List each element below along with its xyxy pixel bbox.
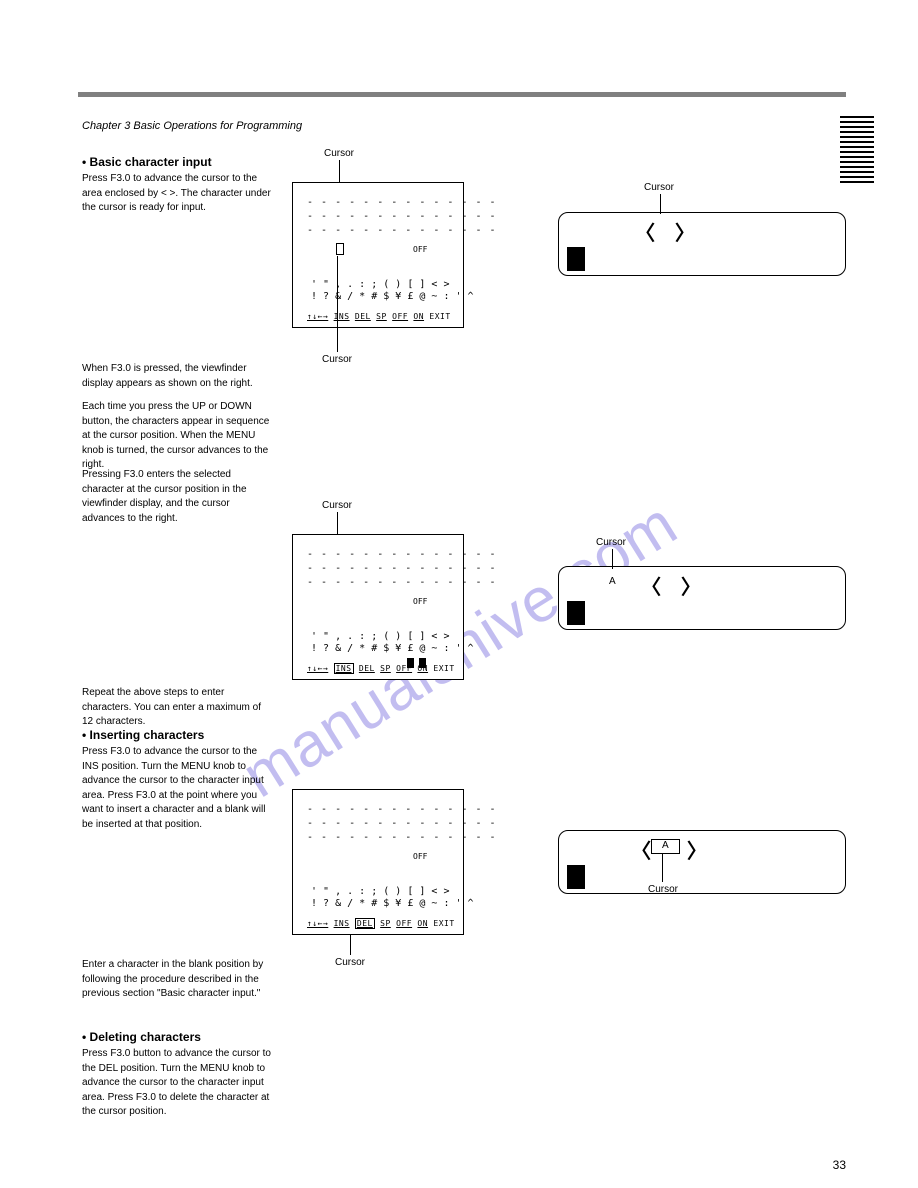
bracket-left: 〈 <box>635 217 655 246</box>
screen-deleting: - - - - - - - - - - - - - - - - - - - - … <box>292 789 464 935</box>
callout-cursor-top: Cursor <box>324 148 354 159</box>
body-basic-2: When F3.0 is pressed, the viewfinder dis… <box>82 362 272 391</box>
vf-block <box>567 865 585 889</box>
chapter-title: Chapter 3 Basic Operations for Programmi… <box>82 120 302 132</box>
leader-line <box>339 160 340 182</box>
heading-basic-input: • Basic character input <box>82 155 212 169</box>
body-basic-3: Each time you press the UP or DOWN butto… <box>82 400 272 473</box>
callout-cursor: Cursor <box>335 957 365 968</box>
cursor-solid <box>419 658 426 668</box>
leader-line <box>612 549 613 569</box>
callout-cursor-bot: Cursor <box>322 354 352 365</box>
dash-row: - - - - - - - - - - - - - - <box>307 804 497 815</box>
symbol-row: ! ? & / * # $ ¥ £ @ ~ : ' ^ <box>311 898 474 909</box>
vf-block <box>567 601 585 625</box>
leader-line <box>660 194 661 214</box>
bottom-menu: ↑↓←→ INS DEL SP OFF ON EXIT <box>307 664 455 673</box>
viewfinder-deleting: 〈 A 〉 <box>558 830 846 894</box>
viewfinder-basic: 〈 〉 <box>558 212 846 276</box>
callout-vf-cursor: Cursor <box>596 537 626 548</box>
dash-row: - - - - - - - - - - - - - - <box>307 197 497 208</box>
heading-inserting: • Inserting characters <box>82 728 204 742</box>
leader-line <box>337 512 338 534</box>
leader-line <box>337 256 338 352</box>
callout-cursor: Cursor <box>322 500 352 511</box>
header-rule <box>78 92 846 97</box>
vf-block <box>567 247 585 271</box>
dash-row: - - - - - - - - - - - - - - <box>307 818 497 829</box>
leader-line <box>350 935 351 955</box>
heading-deleting: • Deleting characters <box>82 1030 201 1044</box>
body-deleting-1: Press F3.0 button to advance the cursor … <box>82 1047 272 1120</box>
symbol-row: ' " , . : ; ( ) [ ] < > <box>311 631 449 642</box>
dash-row: - - - - - - - - - - - - - - <box>307 563 497 574</box>
body-inserting-2: Enter a character in the blank position … <box>82 958 272 1002</box>
dash-row: - - - - - - - - - - - - - - <box>307 225 497 236</box>
vf-text: A <box>651 839 680 854</box>
callout-vf-cursor: Cursor <box>648 884 678 895</box>
symbol-row: ! ? & / * # $ ¥ £ @ ~ : ' ^ <box>311 291 474 302</box>
dash-row: - - - - - - - - - - - - - - <box>307 832 497 843</box>
page-number: 33 <box>833 1158 846 1172</box>
bracket-left: 〈 <box>631 835 651 864</box>
cursor-outline <box>336 243 344 255</box>
leader-line <box>662 854 663 882</box>
label-eff: OFF <box>413 597 427 606</box>
symbol-row: ' " , . : ; ( ) [ ] < > <box>311 886 449 897</box>
label-eff: OFF <box>413 245 427 254</box>
symbol-row: ' " , . : ; ( ) [ ] < > <box>311 279 449 290</box>
body-inserting-1: Press F3.0 to advance the cursor to the … <box>82 745 272 832</box>
dash-row: - - - - - - - - - - - - - - <box>307 211 497 222</box>
bracket-right: 〉 <box>675 217 695 246</box>
body-basic-5: Repeat the above steps to enter characte… <box>82 686 272 730</box>
dash-row: - - - - - - - - - - - - - - <box>307 549 497 560</box>
bottom-menu: ↑↓←→ INS DEL SP OFF ON EXIT <box>307 919 455 928</box>
bottom-menu: ↑↓←→ INS DEL SP OFF ON EXIT <box>307 312 451 321</box>
screen-inserting: - - - - - - - - - - - - - - - - - - - - … <box>292 534 464 680</box>
label-eff: OFF <box>413 852 427 861</box>
viewfinder-inserting: A 〈 〉 <box>558 566 846 630</box>
body-basic-4: Pressing F3.0 enters the selected charac… <box>82 468 272 526</box>
bracket-right: 〉 <box>687 835 707 864</box>
symbol-row: ! ? & / * # $ ¥ £ @ ~ : ' ^ <box>311 643 474 654</box>
dash-row: - - - - - - - - - - - - - - <box>307 577 497 588</box>
body-basic-1: Press F3.0 to advance the cursor to the … <box>82 172 272 216</box>
bracket-left: 〈 <box>641 571 661 600</box>
bracket-right: 〉 <box>681 571 701 600</box>
vf-text: A <box>609 576 616 587</box>
cursor-solid <box>407 658 414 668</box>
callout-vf-cursor: Cursor <box>644 182 674 193</box>
tab-lines <box>840 116 874 183</box>
screen-basic: - - - - - - - - - - - - - - - - - - - - … <box>292 182 464 328</box>
